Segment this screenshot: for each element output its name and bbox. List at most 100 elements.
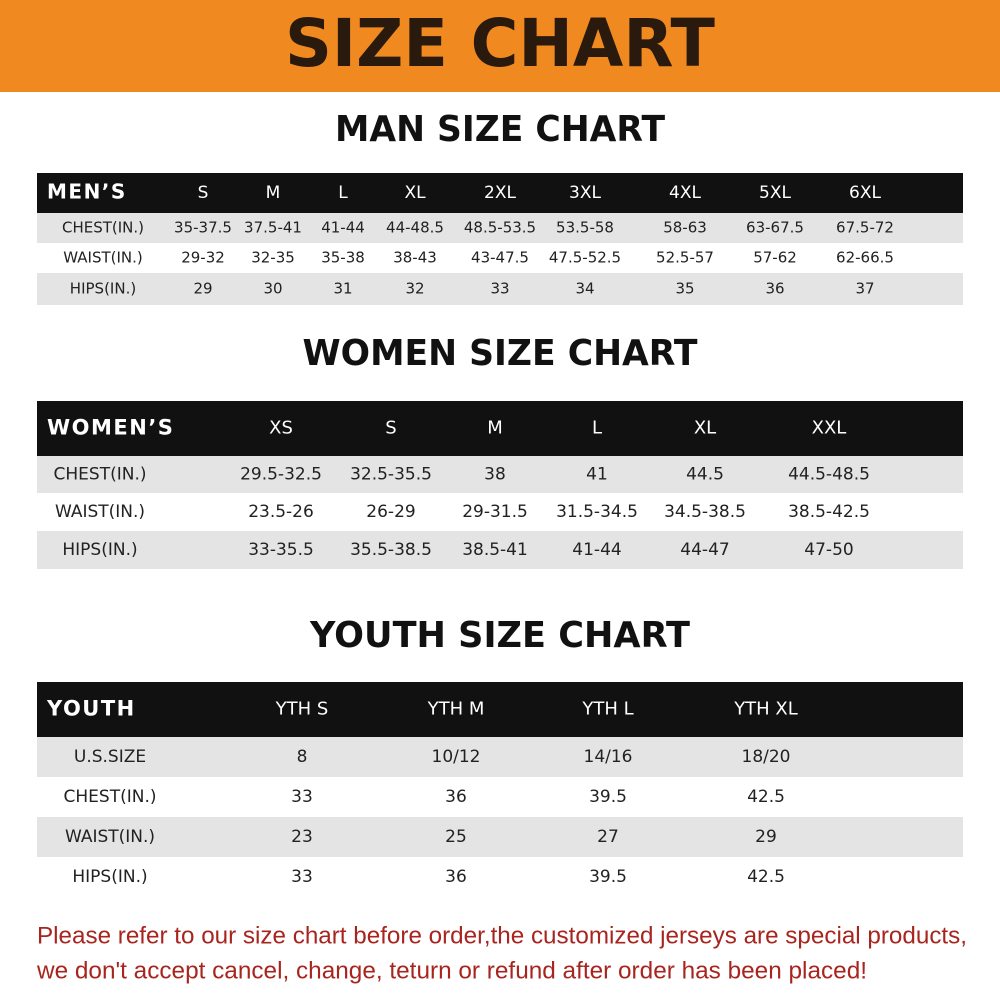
table-cell: 33 — [490, 280, 509, 298]
table-cell: 44-48.5 — [386, 219, 444, 237]
table-cell: 33-35.5 — [248, 540, 314, 560]
row-label: U.S.SIZE — [74, 747, 146, 767]
table-cell: 38 — [484, 465, 506, 485]
table-header-cell: XL — [404, 183, 426, 203]
table-cell: 36 — [445, 787, 467, 807]
table-row — [37, 456, 963, 493]
table-cell: 48.5-53.5 — [464, 219, 536, 237]
table-cell: 33 — [291, 787, 313, 807]
table-cell: 39.5 — [589, 867, 627, 887]
table-cell: 32.5-35.5 — [350, 465, 432, 485]
table-cell: 38-43 — [393, 249, 437, 267]
table-header-cell: L — [592, 418, 602, 439]
table-cell: 41-44 — [321, 219, 365, 237]
table-cell: 27 — [597, 827, 619, 847]
table-header-label: MEN’S — [47, 180, 127, 204]
table-header-cell: YTH L — [581, 699, 633, 720]
table-cell: 44.5 — [686, 465, 724, 485]
footer-note: we don't accept cancel, change, teturn o… — [36, 957, 867, 984]
table-header-cell: S — [198, 183, 209, 203]
table-cell: 67.5-72 — [836, 219, 894, 237]
table-cell: 38.5-42.5 — [788, 502, 870, 522]
table-cell: 29.5-32.5 — [240, 465, 322, 485]
table-header-label: YOUTH — [46, 697, 136, 721]
table-header-cell: M — [266, 183, 281, 203]
table-header-cell: YTH S — [275, 699, 329, 720]
table-row — [37, 243, 963, 273]
table-cell: 34.5-38.5 — [664, 502, 746, 522]
table-cell: 18/20 — [742, 747, 791, 767]
table-header-cell: 6XL — [849, 183, 881, 203]
table-cell: 37 — [855, 280, 874, 298]
table-cell: 29 — [755, 827, 777, 847]
table-row — [37, 273, 963, 305]
table-header-cell: L — [338, 183, 348, 203]
table-cell: 47-50 — [804, 540, 853, 560]
table-cell: 42.5 — [747, 867, 785, 887]
row-label: CHEST(IN.) — [64, 787, 157, 807]
table-cell: 30 — [263, 280, 282, 298]
row-label: CHEST(IN.) — [62, 219, 144, 237]
table-cell: 29-32 — [181, 249, 225, 267]
table-cell: 35 — [675, 280, 694, 298]
footer-note: Please refer to our size chart before or… — [37, 922, 967, 949]
table-header-cell: XXL — [812, 418, 847, 439]
table-header-label: WOMEN’S — [47, 416, 174, 440]
table-header-cell: 4XL — [669, 183, 701, 203]
header-bar — [0, 0, 1000, 92]
section-title: WOMEN SIZE CHART — [303, 333, 698, 374]
table-header-cell: YTH M — [427, 699, 485, 720]
row-label: HIPS(IN.) — [72, 867, 147, 887]
table-cell: 33 — [291, 867, 313, 887]
table-cell: 29-31.5 — [462, 502, 528, 522]
table-cell: 47.5-52.5 — [549, 249, 621, 267]
table-cell: 25 — [445, 827, 467, 847]
row-label: WAIST(IN.) — [55, 502, 145, 522]
row-label: HIPS(IN.) — [62, 540, 137, 560]
section-title: YOUTH SIZE CHART — [309, 615, 690, 656]
table-row — [37, 737, 963, 777]
table-cell: 38.5-41 — [462, 540, 528, 560]
table-row — [37, 817, 963, 857]
table-cell: 42.5 — [747, 787, 785, 807]
table-cell: 35-37.5 — [174, 219, 232, 237]
table-header-bar — [37, 173, 963, 213]
table-cell: 26-29 — [366, 502, 415, 522]
table-row — [37, 213, 963, 243]
table-header-cell: XL — [694, 418, 716, 439]
table-cell: 35-38 — [321, 249, 365, 267]
table-header-cell: 5XL — [759, 183, 791, 203]
table-cell: 44-47 — [680, 540, 729, 560]
table-row — [37, 531, 963, 569]
table-header-bar — [37, 682, 963, 737]
table-header-cell: S — [385, 418, 396, 439]
row-label: WAIST(IN.) — [63, 249, 143, 267]
table-cell: 36 — [445, 867, 467, 887]
row-label: CHEST(IN.) — [54, 465, 147, 485]
table-cell: 36 — [765, 280, 784, 298]
table-cell: 52.5-57 — [656, 249, 714, 267]
table-cell: 58-63 — [663, 219, 707, 237]
table-cell: 57-62 — [753, 249, 797, 267]
table-header-cell: 2XL — [484, 183, 516, 203]
table-cell: 39.5 — [589, 787, 627, 807]
table-header-cell: M — [487, 418, 503, 439]
table-cell: 34 — [575, 280, 594, 298]
table-cell: 23.5-26 — [248, 502, 314, 522]
table-header-bar — [37, 401, 963, 456]
table-cell: 41-44 — [572, 540, 621, 560]
table-cell: 43-47.5 — [471, 249, 529, 267]
table-cell: 29 — [193, 280, 212, 298]
table-cell: 63-67.5 — [746, 219, 804, 237]
table-cell: 37.5-41 — [244, 219, 302, 237]
table-header-cell: YTH XL — [733, 699, 798, 720]
table-row — [37, 493, 963, 531]
table-cell: 32-35 — [251, 249, 295, 267]
table-cell: 14/16 — [584, 747, 633, 767]
table-cell: 31 — [333, 280, 352, 298]
table-cell: 31.5-34.5 — [556, 502, 638, 522]
table-cell: 44.5-48.5 — [788, 465, 870, 485]
table-cell: 23 — [291, 827, 313, 847]
